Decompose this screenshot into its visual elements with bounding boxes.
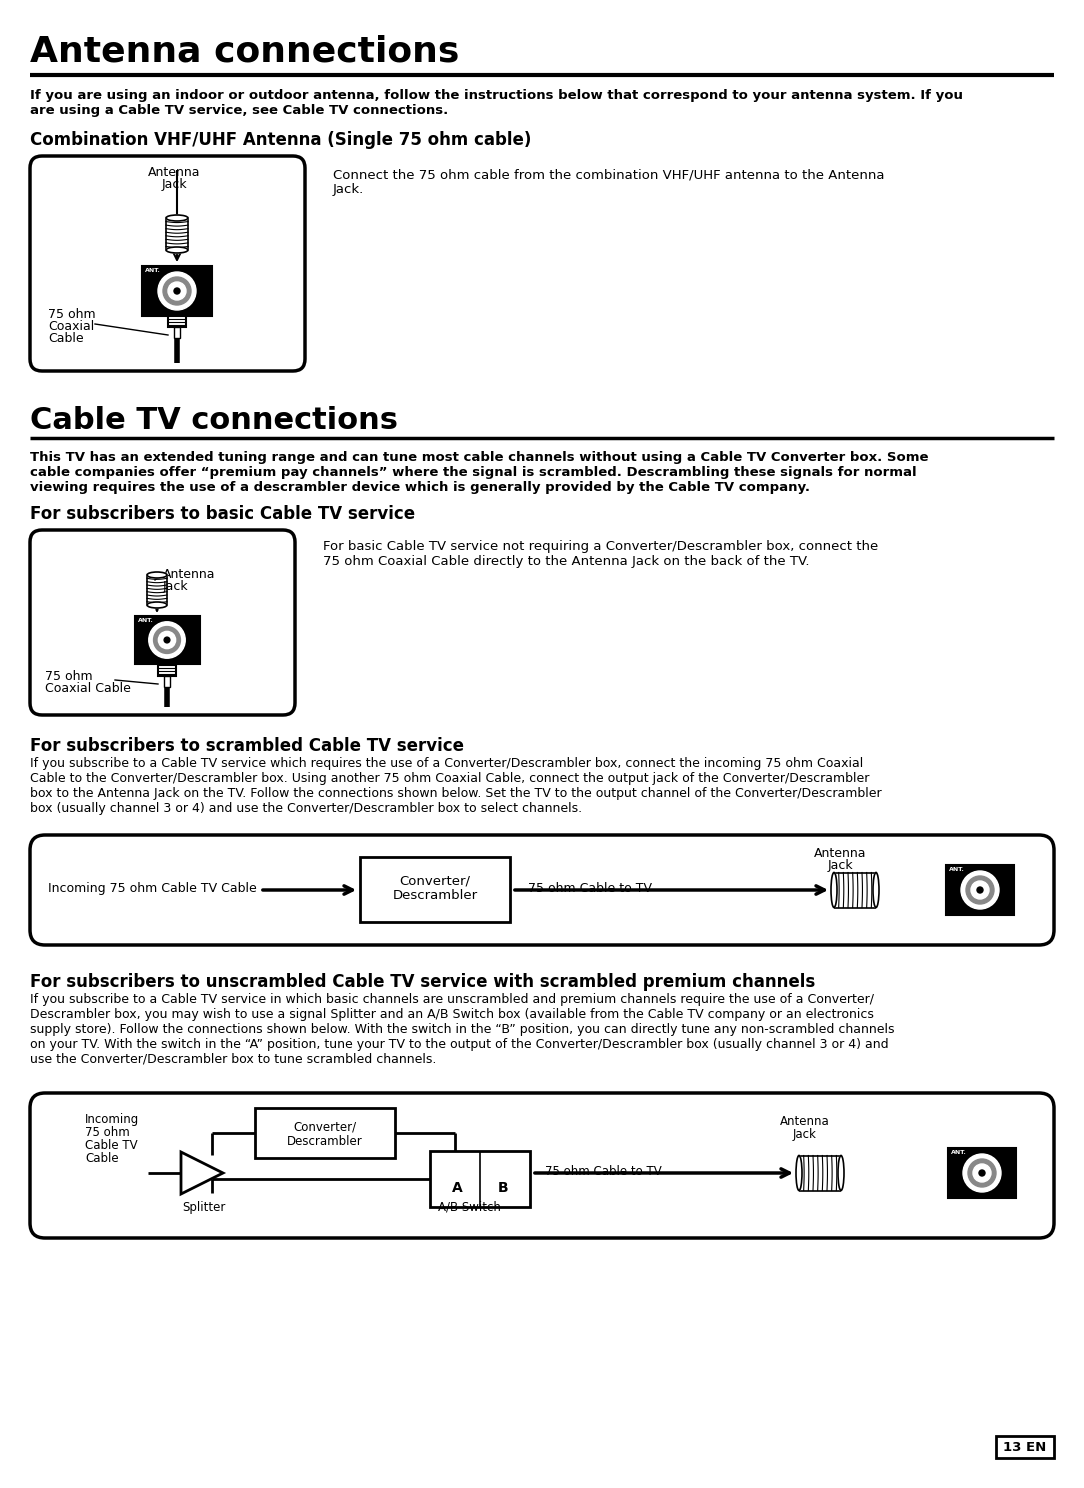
Text: Converter/: Converter/ bbox=[400, 875, 470, 888]
Text: 75 ohm Cable to TV: 75 ohm Cable to TV bbox=[545, 1165, 661, 1178]
Text: This TV has an extended tuning range and can tune most cable channels without us: This TV has an extended tuning range and… bbox=[30, 451, 929, 494]
FancyBboxPatch shape bbox=[30, 1094, 1054, 1238]
Bar bbox=[946, 865, 1014, 915]
Text: If you subscribe to a Cable TV service which requires the use of a Converter/Des: If you subscribe to a Cable TV service w… bbox=[30, 757, 881, 815]
Text: Antenna connections: Antenna connections bbox=[30, 36, 460, 68]
Text: ANT.: ANT. bbox=[948, 868, 965, 872]
Text: Connect the 75 ohm cable from the combination VHF/UHF antenna to the Antenna
Jac: Connect the 75 ohm cable from the combin… bbox=[333, 168, 885, 196]
Circle shape bbox=[962, 870, 999, 909]
Text: Cable: Cable bbox=[48, 332, 83, 345]
Text: ANT.: ANT. bbox=[951, 1150, 967, 1155]
Text: Antenna: Antenna bbox=[147, 167, 201, 179]
Circle shape bbox=[966, 876, 994, 905]
Text: If you subscribe to a Cable TV service in which basic channels are unscrambled a: If you subscribe to a Cable TV service i… bbox=[30, 992, 894, 1065]
Text: 75 ohm: 75 ohm bbox=[48, 308, 95, 321]
Text: 75 ohm: 75 ohm bbox=[85, 1126, 130, 1138]
Text: For subscribers to unscrambled Cable TV service with scrambled premium channels: For subscribers to unscrambled Cable TV … bbox=[30, 973, 815, 991]
Circle shape bbox=[158, 272, 196, 310]
Text: Antenna: Antenna bbox=[814, 847, 866, 860]
Text: Cable TV: Cable TV bbox=[85, 1138, 138, 1152]
Text: For basic Cable TV service not requiring a Converter/Descrambler box, connect th: For basic Cable TV service not requiring… bbox=[323, 540, 878, 568]
Text: Descrambler: Descrambler bbox=[392, 888, 478, 902]
Bar bbox=[142, 266, 212, 315]
Circle shape bbox=[971, 881, 989, 899]
Text: Cable: Cable bbox=[85, 1152, 118, 1165]
Ellipse shape bbox=[166, 247, 188, 253]
Text: A: A bbox=[452, 1181, 463, 1195]
Text: 13 EN: 13 EN bbox=[1004, 1440, 1047, 1454]
Bar bbox=[360, 857, 509, 923]
Bar bbox=[168, 315, 186, 327]
Text: Incoming 75 ohm Cable TV Cable: Incoming 75 ohm Cable TV Cable bbox=[48, 882, 257, 894]
Ellipse shape bbox=[838, 1156, 844, 1190]
Text: ANT.: ANT. bbox=[138, 618, 154, 623]
Text: Coaxial Cable: Coaxial Cable bbox=[46, 682, 131, 695]
Text: Jack: Jack bbox=[793, 1128, 817, 1141]
Text: Jack: Jack bbox=[162, 179, 186, 190]
Circle shape bbox=[164, 637, 170, 643]
Text: Antenna: Antenna bbox=[163, 568, 216, 580]
FancyBboxPatch shape bbox=[30, 530, 295, 716]
Text: If you are using an indoor or outdoor antenna, follow the instructions below tha: If you are using an indoor or outdoor an… bbox=[30, 89, 963, 118]
Bar bbox=[175, 327, 180, 338]
Text: A/B Switch: A/B Switch bbox=[438, 1201, 501, 1214]
Circle shape bbox=[968, 1159, 996, 1187]
Text: Descrambler: Descrambler bbox=[287, 1135, 363, 1149]
Ellipse shape bbox=[147, 603, 167, 609]
Ellipse shape bbox=[147, 571, 167, 577]
Circle shape bbox=[977, 887, 983, 893]
Bar bbox=[164, 676, 170, 687]
Bar bbox=[255, 1109, 395, 1158]
Text: Combination VHF/UHF Antenna (Single 75 ohm cable): Combination VHF/UHF Antenna (Single 75 o… bbox=[30, 131, 531, 149]
Circle shape bbox=[973, 1164, 991, 1181]
Text: Jack: Jack bbox=[827, 859, 853, 872]
Circle shape bbox=[168, 283, 186, 301]
FancyBboxPatch shape bbox=[30, 156, 305, 371]
Ellipse shape bbox=[873, 872, 879, 908]
Bar bbox=[136, 616, 201, 664]
Circle shape bbox=[163, 277, 191, 305]
Text: ANT.: ANT. bbox=[145, 268, 160, 272]
Text: Incoming: Incoming bbox=[85, 1113, 139, 1126]
Ellipse shape bbox=[166, 214, 188, 222]
Bar bbox=[430, 1152, 530, 1207]
Bar bbox=[948, 1149, 1016, 1198]
Ellipse shape bbox=[796, 1156, 802, 1190]
Text: 75 ohm: 75 ohm bbox=[46, 670, 92, 683]
Circle shape bbox=[158, 631, 176, 649]
Circle shape bbox=[149, 622, 185, 658]
FancyBboxPatch shape bbox=[30, 835, 1054, 945]
Circle shape bbox=[979, 1170, 985, 1176]
Text: Coaxial: Coaxial bbox=[48, 320, 94, 333]
Text: 75 ohm Cable to TV: 75 ohm Cable to TV bbox=[528, 882, 651, 894]
Text: For subscribers to scrambled Cable TV service: For subscribers to scrambled Cable TV se… bbox=[30, 737, 464, 754]
Text: Cable TV connections: Cable TV connections bbox=[30, 406, 398, 434]
Text: Jack: Jack bbox=[163, 580, 189, 594]
Bar bbox=[996, 1436, 1054, 1458]
Circle shape bbox=[175, 289, 180, 295]
Circle shape bbox=[154, 626, 180, 653]
Text: Converter/: Converter/ bbox=[294, 1120, 357, 1134]
Ellipse shape bbox=[831, 872, 837, 908]
Text: B: B bbox=[498, 1181, 508, 1195]
Text: Splitter: Splitter bbox=[182, 1201, 225, 1214]
Bar bbox=[158, 665, 176, 676]
Circle shape bbox=[963, 1155, 1001, 1192]
Text: Antenna: Antenna bbox=[780, 1115, 830, 1128]
Text: For subscribers to basic Cable TV service: For subscribers to basic Cable TV servic… bbox=[30, 504, 415, 522]
